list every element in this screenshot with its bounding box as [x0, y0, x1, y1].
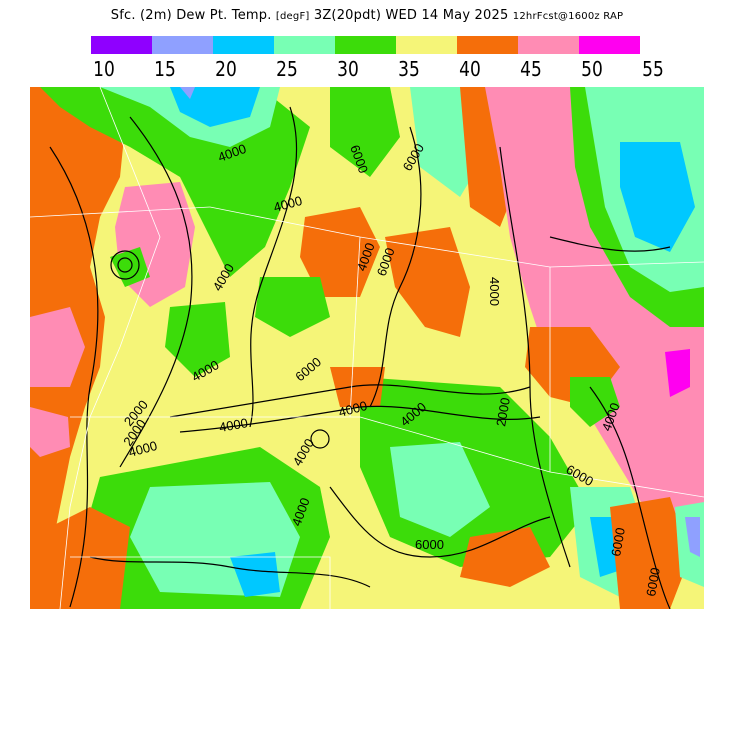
legend-swatch-10-15 — [91, 36, 152, 54]
dewpoint-map: 4000 4000 4000 4000 6000 6000 6000 4000 … — [30, 87, 704, 609]
legend-tick-label: 25 — [276, 57, 298, 81]
contour-label: 4000 — [218, 415, 249, 435]
legend-tick-label: 45 — [520, 57, 542, 81]
contour-label: 4000 — [272, 193, 304, 215]
contour-line — [179, 405, 541, 433]
contour-label: 2000 — [493, 396, 513, 427]
state-boundary — [30, 206, 211, 218]
dewpoint-fill-layer — [30, 87, 704, 609]
legend-tick-label: 40 — [459, 57, 481, 81]
legend-tick-label: 15 — [154, 57, 176, 81]
state-boundary-layer — [30, 87, 704, 609]
fill-45-50 — [30, 407, 70, 457]
contour-label: 6000 — [415, 537, 444, 552]
legend-tick-label: 55 — [642, 57, 664, 81]
legend-tick-label: 30 — [337, 57, 359, 81]
contour-ring — [310, 429, 330, 449]
fill-15-20 — [685, 517, 700, 557]
legend-ticks: 10 15 20 25 30 35 40 45 50 55 — [74, 57, 674, 81]
contour-label: 4000 — [127, 438, 159, 460]
state-boundary — [359, 416, 704, 498]
title-forecast: 12hrFcst@1600z RAP — [512, 11, 624, 22]
fill-20-25 — [170, 87, 260, 127]
legend-tick-label: 20 — [215, 57, 237, 81]
fill-40-45 — [300, 207, 380, 297]
legend-tick-label: 50 — [581, 57, 603, 81]
fill-40-45 — [460, 527, 550, 587]
fill-20-25 — [230, 552, 280, 597]
legend-swatch-15-20 — [152, 36, 213, 54]
fill-30-35 — [165, 302, 230, 377]
fill-30-35 — [255, 277, 330, 337]
fill-45-50 — [30, 307, 85, 387]
state-boundary — [209, 206, 704, 268]
terrain-contour-layer — [49, 106, 671, 609]
state-boundary — [70, 556, 331, 609]
contour-label: 4000 — [337, 398, 369, 420]
fill-15-20 — [180, 87, 195, 99]
fill-40-45 — [610, 497, 690, 609]
contour-line — [49, 146, 99, 608]
title-main: Sfc. (2m) Dew Pt. Temp. — [110, 8, 272, 23]
color-legend — [91, 36, 640, 54]
contour-ring — [110, 250, 140, 280]
contour-line — [549, 236, 671, 252]
contour-line — [249, 106, 298, 428]
fill-40-45 — [330, 367, 385, 407]
map-title: Sfc. (2m) Dew Pt. Temp. [degF] 3Z(20pdt)… — [0, 8, 734, 23]
contour-label: 6000 — [608, 526, 628, 557]
contour-label: 4000 — [487, 277, 502, 306]
legend-swatch-45-50 — [518, 36, 579, 54]
title-units: [degF] — [275, 11, 310, 22]
legend-tick-label: 10 — [93, 57, 115, 81]
legend-swatch-25-30 — [274, 36, 335, 54]
contour-line — [499, 146, 571, 568]
fill-40-45 — [385, 227, 470, 337]
fill-20-25 — [620, 142, 695, 252]
legend-tick-label: 35 — [398, 57, 420, 81]
state-boundary — [349, 236, 361, 418]
contour-ring — [117, 257, 133, 273]
fill-50-55 — [665, 349, 690, 397]
legend-swatch-30-35 — [335, 36, 396, 54]
fill-30-35 — [330, 87, 400, 177]
contour-line — [89, 556, 371, 588]
legend-swatch-50-55 — [579, 36, 640, 54]
state-boundary — [59, 87, 161, 609]
legend-swatch-40-45 — [457, 36, 518, 54]
legend-swatch-20-25 — [213, 36, 274, 54]
contour-line — [589, 386, 671, 609]
fill-30-35 — [110, 247, 150, 287]
contour-line — [329, 486, 551, 558]
contour-line — [119, 116, 193, 468]
fill-25-30 — [390, 442, 490, 537]
fill-40-45 — [30, 507, 130, 609]
legend-swatch-35-40 — [396, 36, 457, 54]
map-canvas: 4000 4000 4000 4000 6000 6000 6000 4000 … — [30, 87, 704, 609]
contour-label: 6000 — [643, 566, 663, 597]
contour-line — [169, 384, 531, 418]
title-valid: 3Z(20pdt) WED 14 May 2025 — [313, 8, 509, 23]
contour-line — [369, 126, 422, 408]
